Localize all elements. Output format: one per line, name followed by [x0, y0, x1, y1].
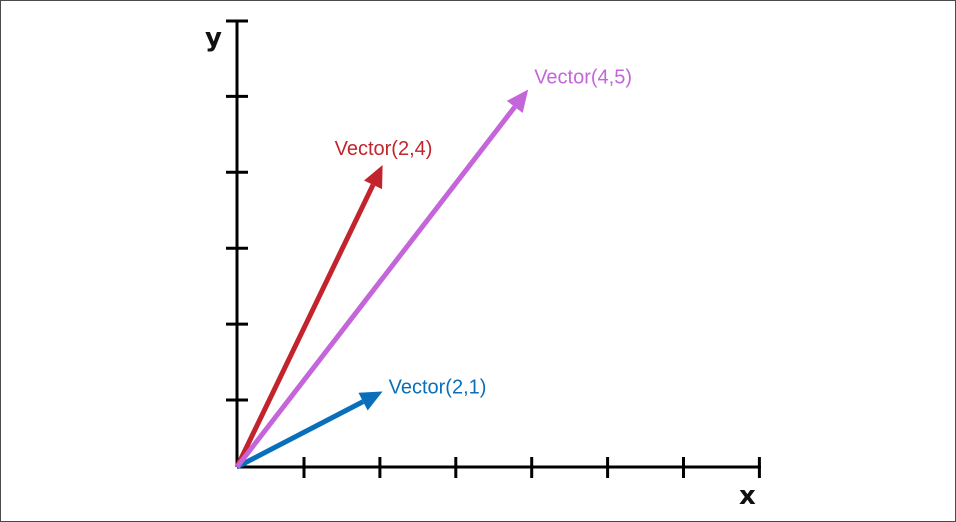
vector-label: Vector(2,4): [335, 138, 433, 160]
axes: x y: [205, 19, 761, 511]
vector-label: Vector(4,5): [534, 67, 632, 89]
vector-label: Vector(2,1): [389, 377, 487, 399]
y-axis-ticks: [226, 19, 248, 402]
vectors: Vector(2,1) Vector(2,4) Vector(4,5): [234, 67, 632, 470]
vector-arrow: Vector(2,4): [234, 138, 433, 469]
vector-shaft: [234, 183, 376, 469]
vector-shaft: [235, 399, 365, 470]
x-axis-label: x: [739, 481, 756, 511]
vector-arrow: Vector(4,5): [235, 67, 632, 469]
x-axis-ticks: [302, 457, 761, 478]
vector-arrowhead: [364, 165, 383, 190]
vector-arrowhead: [358, 391, 383, 411]
vector-arrow: Vector(2,1): [235, 377, 487, 470]
y-axis-label: y: [205, 23, 222, 53]
vector-shaft: [235, 105, 517, 469]
vector-arrowhead: [506, 89, 529, 114]
